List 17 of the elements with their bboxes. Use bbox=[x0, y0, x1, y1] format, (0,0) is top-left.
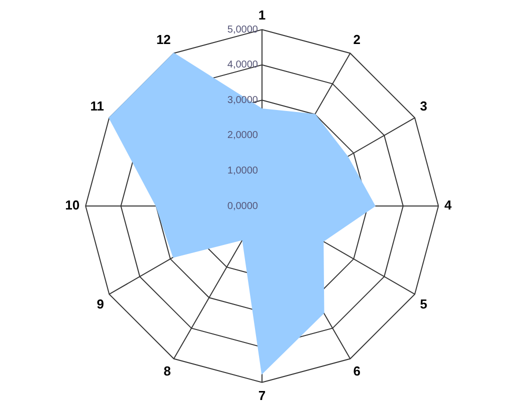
spoke-label: 2 bbox=[353, 32, 360, 47]
y-tick-label: 5,0000 bbox=[227, 24, 258, 36]
spoke-label: 6 bbox=[353, 363, 360, 378]
spoke-label: 4 bbox=[444, 198, 452, 213]
spoke-label: 11 bbox=[90, 98, 104, 114]
y-tick-label: 4,0000 bbox=[227, 60, 258, 71]
y-tick-label: 1,0000 bbox=[227, 165, 258, 176]
spoke-label: 1 bbox=[258, 7, 266, 22]
spoke-label: 7 bbox=[258, 388, 266, 403]
spoke-label: 10 bbox=[65, 198, 80, 213]
spoke-label: 9 bbox=[96, 296, 104, 312]
y-tick-label: 2,0000 bbox=[227, 130, 258, 142]
spoke-label: 12 bbox=[156, 32, 171, 47]
spoke-label: 8 bbox=[164, 363, 171, 378]
y-tick-label: 0,0000 bbox=[227, 200, 258, 212]
spoke-label: 5 bbox=[420, 296, 428, 312]
spoke-label: 3 bbox=[420, 98, 428, 114]
